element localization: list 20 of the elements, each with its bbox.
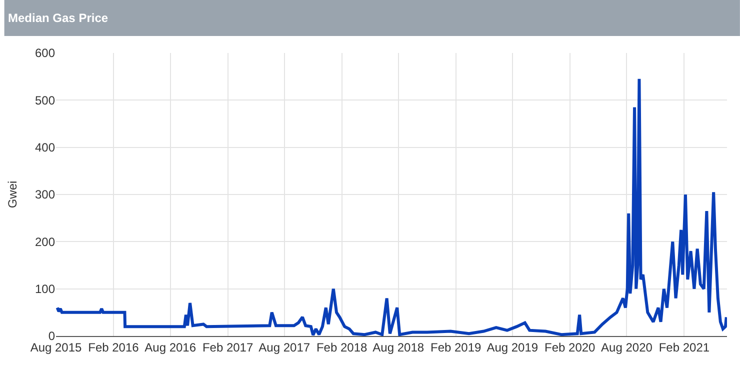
x-tick-label: Aug 2016 <box>144 340 196 354</box>
y-tick-label: 100 <box>34 282 56 296</box>
y-axis-title: Gwei <box>5 180 20 208</box>
x-tick-label: Feb 2017 <box>202 340 254 354</box>
x-tick-label: Aug 2020 <box>601 340 653 354</box>
y-tick-label: 500 <box>34 93 56 108</box>
y-tick-label: 600 <box>34 46 56 60</box>
x-tick-label: Aug 2018 <box>372 340 424 354</box>
y-tick-label: 400 <box>34 140 56 155</box>
line-series <box>56 77 727 336</box>
x-tick-label: Feb 2019 <box>430 340 482 354</box>
x-tick-label: Feb 2021 <box>658 340 710 354</box>
x-tick-label: Feb 2016 <box>88 340 140 354</box>
y-tick-label: 300 <box>34 188 56 202</box>
chart-title: Median Gas Price <box>8 11 108 26</box>
x-tick-label: Aug 2019 <box>486 340 538 354</box>
x-tick-label: Feb 2018 <box>316 340 368 354</box>
x-tick-label: Feb 2020 <box>544 340 596 354</box>
y-tick-label: 200 <box>34 234 56 249</box>
x-tick-label: Aug 2017 <box>258 340 310 354</box>
